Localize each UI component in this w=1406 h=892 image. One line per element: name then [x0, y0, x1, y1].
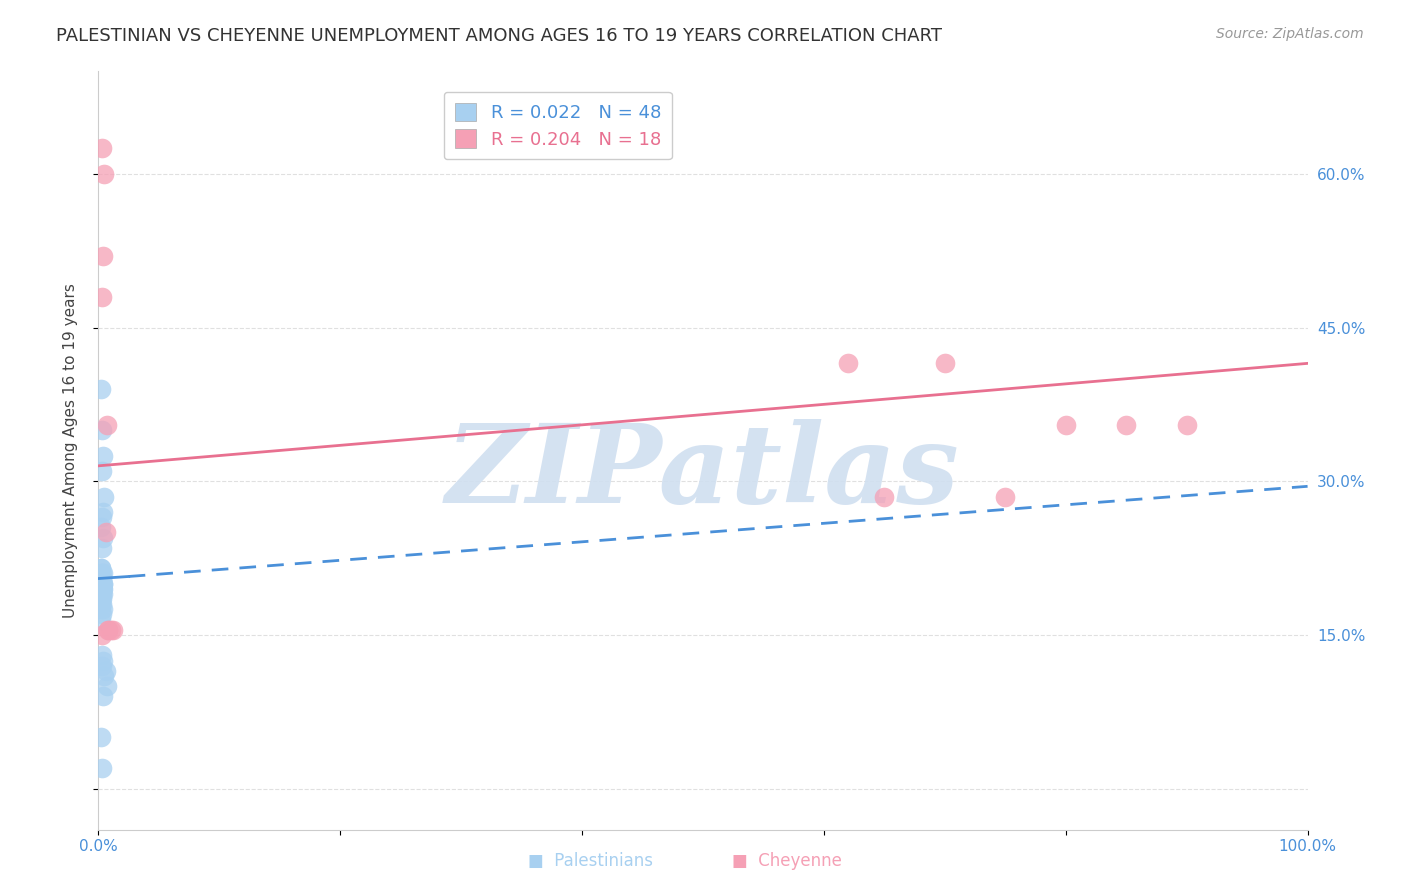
Point	[91, 449, 114, 463]
Point	[90, 587, 112, 601]
Point	[91, 141, 114, 155]
Point	[91, 582, 114, 596]
Point	[1115, 417, 1137, 432]
Legend: R = 0.022   N = 48, R = 0.204   N = 18: R = 0.022 N = 48, R = 0.204 N = 18	[444, 92, 672, 160]
Point	[994, 490, 1017, 504]
Point	[93, 669, 115, 683]
Point	[94, 525, 117, 540]
Point	[94, 664, 117, 678]
Point	[90, 602, 112, 616]
Point	[90, 592, 112, 607]
Point	[91, 576, 114, 591]
Point	[1175, 417, 1198, 432]
Point	[90, 731, 112, 745]
Point	[1054, 417, 1077, 432]
Y-axis label: Unemployment Among Ages 16 to 19 years: Unemployment Among Ages 16 to 19 years	[63, 283, 77, 618]
Text: PALESTINIAN VS CHEYENNE UNEMPLOYMENT AMONG AGES 16 TO 19 YEARS CORRELATION CHART: PALESTINIAN VS CHEYENNE UNEMPLOYMENT AMO…	[56, 27, 942, 45]
Point	[97, 623, 120, 637]
Point	[91, 582, 114, 596]
Text: ■  Palestinians: ■ Palestinians	[529, 852, 652, 870]
Point	[91, 576, 114, 591]
Point	[91, 587, 114, 601]
Point	[91, 290, 114, 304]
Point	[93, 167, 115, 181]
Point	[91, 541, 114, 555]
Point	[873, 490, 896, 504]
Point	[91, 587, 114, 601]
Point	[837, 356, 859, 370]
Point	[91, 607, 114, 622]
Point	[91, 628, 114, 642]
Text: ZIPatlas: ZIPatlas	[446, 419, 960, 527]
Point	[91, 505, 114, 519]
Point	[91, 510, 114, 524]
Point	[90, 576, 112, 591]
Point	[91, 648, 114, 663]
Point	[90, 561, 112, 575]
Point	[90, 561, 112, 575]
Point	[101, 623, 124, 637]
Point	[91, 566, 114, 581]
Point	[91, 592, 114, 607]
Point	[91, 653, 114, 667]
Point	[90, 520, 112, 534]
Point	[91, 690, 114, 704]
Text: Source: ZipAtlas.com: Source: ZipAtlas.com	[1216, 27, 1364, 41]
Point	[91, 597, 114, 611]
Point	[90, 572, 112, 586]
Point	[91, 572, 114, 586]
Point	[100, 623, 122, 637]
Point	[91, 423, 114, 437]
Point	[96, 417, 118, 432]
Point	[91, 761, 114, 775]
Point	[91, 566, 114, 581]
Point	[934, 356, 956, 370]
Point	[91, 531, 114, 545]
Text: ■  Cheyenne: ■ Cheyenne	[733, 852, 842, 870]
Point	[91, 249, 114, 263]
Point	[90, 613, 112, 627]
Point	[91, 572, 114, 586]
Point	[91, 582, 114, 596]
Point	[96, 679, 118, 693]
Point	[91, 658, 114, 673]
Point	[91, 602, 114, 616]
Point	[90, 576, 112, 591]
Point	[91, 582, 114, 596]
Point	[91, 576, 114, 591]
Point	[91, 464, 114, 478]
Point	[91, 582, 114, 596]
Point	[93, 490, 115, 504]
Point	[97, 623, 120, 637]
Point	[90, 382, 112, 396]
Point	[90, 582, 112, 596]
Point	[91, 576, 114, 591]
